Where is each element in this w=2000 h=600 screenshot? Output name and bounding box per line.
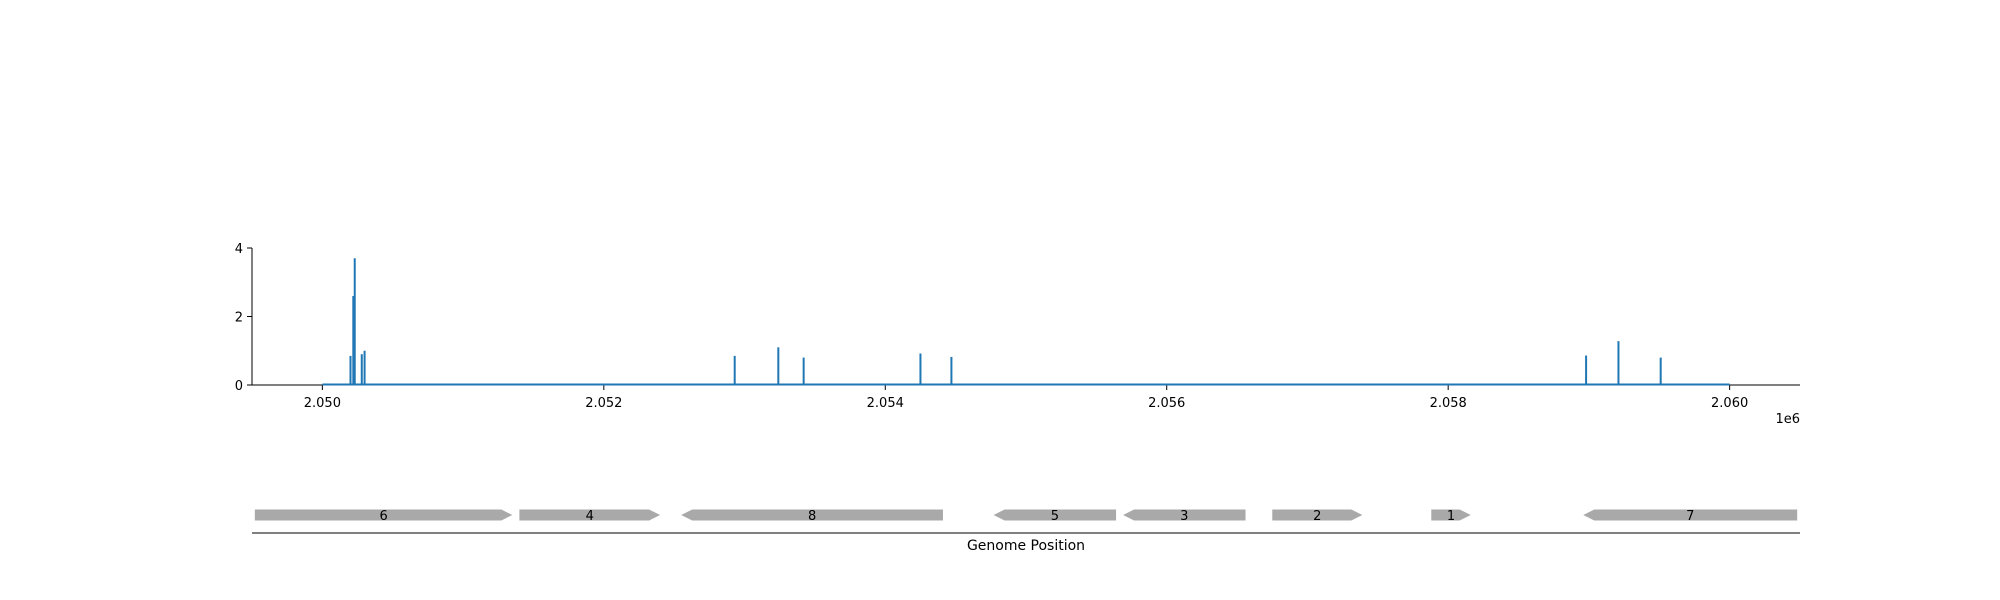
gene-arrow bbox=[1583, 509, 1798, 521]
gene-label: 8 bbox=[808, 509, 816, 524]
gene-arrow bbox=[1431, 509, 1471, 521]
gene-label: 4 bbox=[586, 509, 594, 524]
y-tick-label: 0 bbox=[235, 379, 243, 394]
y-tick-label: 2 bbox=[235, 311, 243, 326]
x-tick-label: 2.054 bbox=[867, 396, 904, 411]
gene-arrow bbox=[254, 509, 513, 521]
gene-label: 7 bbox=[1686, 509, 1694, 524]
x-tick-label: 2.056 bbox=[1148, 396, 1185, 411]
gene-arrow bbox=[1272, 509, 1363, 521]
gene-label: 5 bbox=[1051, 509, 1059, 524]
gene-arrow bbox=[993, 509, 1117, 521]
gene-label: 6 bbox=[379, 509, 387, 524]
gene-label: 1 bbox=[1447, 509, 1455, 524]
y-tick-label: 4 bbox=[235, 242, 243, 257]
x-axis-label: Genome Position bbox=[967, 538, 1085, 554]
gene-arrow bbox=[1123, 509, 1246, 521]
gene-label: 2 bbox=[1313, 509, 1321, 524]
gene-arrow bbox=[681, 509, 943, 521]
gene-arrow bbox=[519, 509, 661, 521]
x-tick-label: 2.050 bbox=[304, 396, 341, 411]
gene-label: 3 bbox=[1180, 509, 1188, 524]
x-tick-label: 2.060 bbox=[1711, 396, 1748, 411]
x-tick-label: 2.058 bbox=[1430, 396, 1467, 411]
x-offset-label: 1e6 bbox=[1775, 412, 1800, 427]
x-tick-label: 2.052 bbox=[585, 396, 622, 411]
